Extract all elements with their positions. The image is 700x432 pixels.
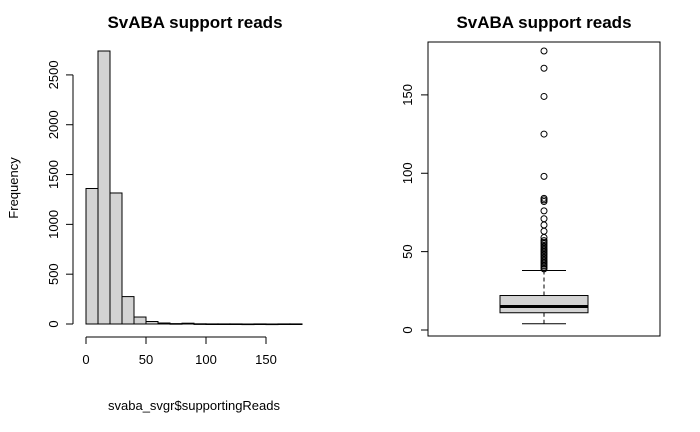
boxplot-outlier	[540, 237, 548, 245]
boxplot-outlier	[540, 92, 548, 100]
histogram-bar	[169, 323, 183, 325]
histogram-bar	[157, 322, 171, 325]
histogram-bars	[85, 50, 303, 326]
histogram-bar	[121, 296, 135, 325]
histogram-bar	[193, 323, 207, 325]
boxplot-outlier	[540, 130, 548, 138]
histogram-x-tick-label: 0	[82, 352, 89, 367]
histogram-bar	[181, 322, 195, 325]
histogram-y-tick-label: 1500	[46, 160, 61, 189]
boxplot-outlier	[540, 172, 548, 180]
boxplot-outlier	[540, 64, 548, 72]
boxplot-outlier	[540, 221, 548, 229]
boxplot-y-tick-label: 50	[400, 244, 415, 258]
histogram-y-axis: 0 500 1000 1500 2000 2500	[46, 60, 74, 328]
boxplot-body	[499, 269, 589, 325]
boxplot-outliers	[540, 47, 548, 273]
histogram-bar	[229, 323, 243, 326]
histogram-bar	[205, 323, 219, 326]
histogram-bar	[217, 323, 231, 326]
boxplot-outlier	[540, 215, 548, 223]
histogram-bar	[97, 50, 111, 325]
boxplot-outlier	[540, 194, 548, 202]
histogram-y-tick-label: 0	[46, 320, 61, 327]
histogram-x-axis: 0 50 100 150	[82, 336, 277, 367]
boxplot-title: SvABA support reads	[456, 13, 631, 32]
histogram-bar	[265, 323, 279, 326]
histogram-bar	[277, 323, 291, 326]
boxplot-outlier	[540, 227, 548, 235]
boxplot-y-tick-label: 150	[400, 84, 415, 106]
histogram-x-tick-label: 150	[255, 352, 277, 367]
boxplot-panel: SvABA support reads 0 50 100 150	[400, 13, 661, 337]
boxplot-y-tick-label: 0	[400, 326, 415, 333]
histogram-x-tick-label: 50	[139, 352, 153, 367]
histogram-bar	[133, 316, 147, 325]
boxplot-y-axis: 0 50 100 150	[400, 84, 429, 334]
histogram-title: SvABA support reads	[107, 13, 282, 32]
histogram-panel: SvABA support reads 0 50 100 150 0 500 1000 15…	[6, 13, 303, 413]
histogram-bar	[253, 323, 267, 326]
boxplot-outlier	[540, 47, 548, 55]
boxplot-y-tick-label: 100	[400, 162, 415, 184]
boxplot-box	[499, 295, 589, 314]
histogram-x-label: svaba_svgr$supportingReads	[108, 398, 280, 413]
boxplot-outlier	[540, 207, 548, 215]
histogram-x-tick-label: 100	[195, 352, 217, 367]
histogram-bar	[109, 192, 123, 325]
histogram-bar	[289, 323, 303, 326]
histogram-y-tick-label: 500	[46, 263, 61, 285]
histogram-bar	[85, 187, 99, 325]
histogram-y-tick-label: 2000	[46, 110, 61, 139]
histogram-y-tick-label: 2500	[46, 60, 61, 89]
histogram-y-label: Frequency	[6, 157, 21, 219]
histogram-bar	[145, 321, 159, 325]
histogram-bar	[241, 323, 255, 326]
histogram-y-tick-label: 1000	[46, 210, 61, 239]
